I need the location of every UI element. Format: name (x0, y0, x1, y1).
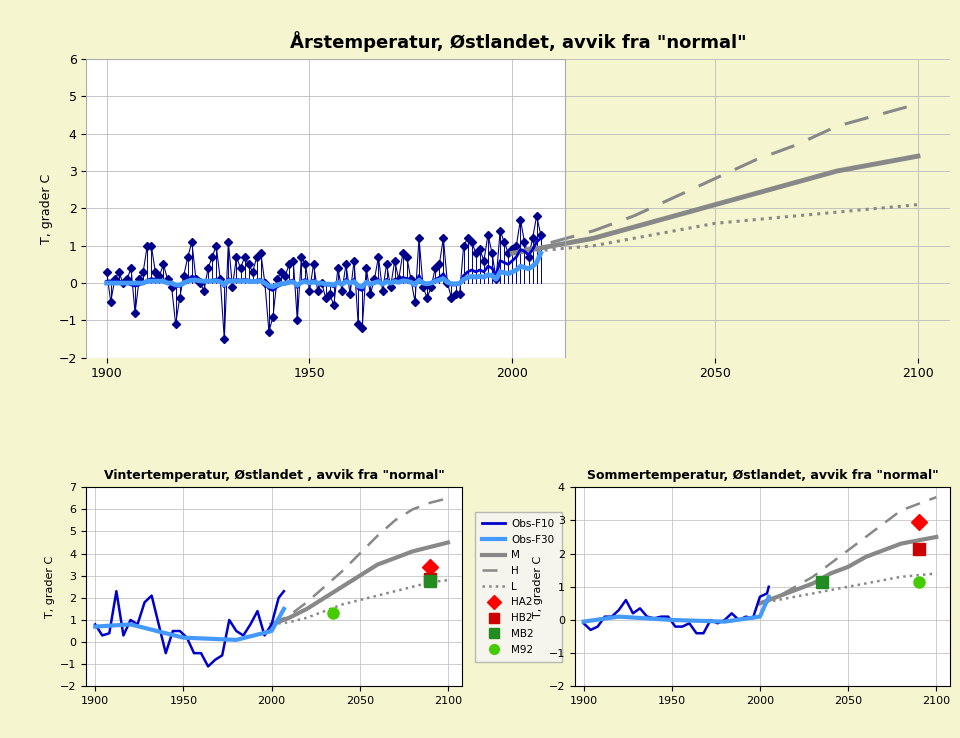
H (588, 227, 599, 235)
M (709, 200, 721, 209)
Line: Observert: Observert (104, 213, 543, 342)
Obs-F30 (478, 272, 490, 281)
Obs-F30 (450, 280, 462, 289)
Obs-F10 (267, 286, 278, 295)
M (912, 152, 924, 161)
Y-axis label: T, grader C: T, grader C (39, 173, 53, 244)
Observert (487, 249, 498, 258)
H (912, 100, 924, 108)
H (669, 193, 681, 201)
Line: M: M (513, 156, 918, 253)
H (790, 140, 802, 149)
Observert (146, 241, 157, 250)
M (547, 241, 559, 250)
M (750, 189, 761, 198)
Line: L: L (513, 204, 918, 253)
Obs-F30 (308, 277, 320, 286)
Obs-F10 (450, 280, 462, 289)
L (912, 200, 924, 209)
Obs-F10 (170, 283, 181, 292)
Obs-F10 (146, 274, 157, 283)
M (669, 211, 681, 220)
Observert (535, 230, 546, 239)
Bar (86, 59, 565, 358)
Obs-F30 (535, 249, 546, 258)
Observert (450, 290, 462, 299)
H (628, 211, 639, 220)
Y-axis label: T, grader C: T, grader C (533, 556, 543, 618)
L (628, 234, 639, 243)
Observert (478, 256, 490, 265)
Title: Vintertemperatur, Østlandet , avvik fra "normal": Vintertemperatur, Østlandet , avvik fra … (104, 469, 444, 482)
Line: H: H (513, 104, 918, 253)
H (750, 156, 761, 165)
Line: Obs-F10: Obs-F10 (107, 238, 540, 291)
Observert (531, 211, 542, 220)
Observert (170, 320, 181, 328)
Obs-F10 (535, 234, 546, 243)
L (709, 219, 721, 228)
L (790, 211, 802, 220)
M (507, 249, 518, 258)
M (831, 167, 843, 176)
Obs-F30 (146, 277, 157, 286)
H (831, 122, 843, 131)
Obs-F10 (308, 276, 320, 285)
Obs-F30 (101, 279, 112, 288)
L (588, 241, 599, 250)
H (547, 238, 559, 246)
Bar (86, 59, 565, 358)
Obs-F10 (101, 277, 112, 286)
L (750, 215, 761, 224)
Obs-F10 (478, 267, 490, 276)
M (588, 234, 599, 243)
Observert (308, 260, 320, 269)
L (547, 245, 559, 254)
Observert (101, 267, 112, 276)
Obs-F10 (531, 238, 542, 246)
Obs-F30 (170, 280, 181, 289)
M (872, 159, 883, 168)
M (628, 223, 639, 232)
Line: Obs-F30: Obs-F30 (107, 253, 540, 287)
H (507, 249, 518, 258)
Title: Årstemperatur, Østlandet, avvik fra "normal": Årstemperatur, Østlandet, avvik fra "nor… (290, 31, 747, 52)
Observert (219, 334, 230, 343)
L (831, 207, 843, 216)
Title: Sommertemperatur, Østlandet, avvik fra "normal": Sommertemperatur, Østlandet, avvik fra "… (587, 469, 939, 482)
Y-axis label: T, grader C: T, grader C (44, 556, 55, 618)
Obs-F30 (531, 258, 542, 267)
L (669, 227, 681, 235)
H (872, 111, 883, 120)
M (790, 178, 802, 187)
Legend: Obs-F10, Obs-F30, M, H, L, HA2, HB2, MB2, M92: Obs-F10, Obs-F30, M, H, L, HA2, HB2, MB2… (475, 511, 562, 662)
Obs-F30 (267, 283, 278, 292)
L (872, 204, 883, 213)
L (507, 249, 518, 258)
H (709, 174, 721, 183)
